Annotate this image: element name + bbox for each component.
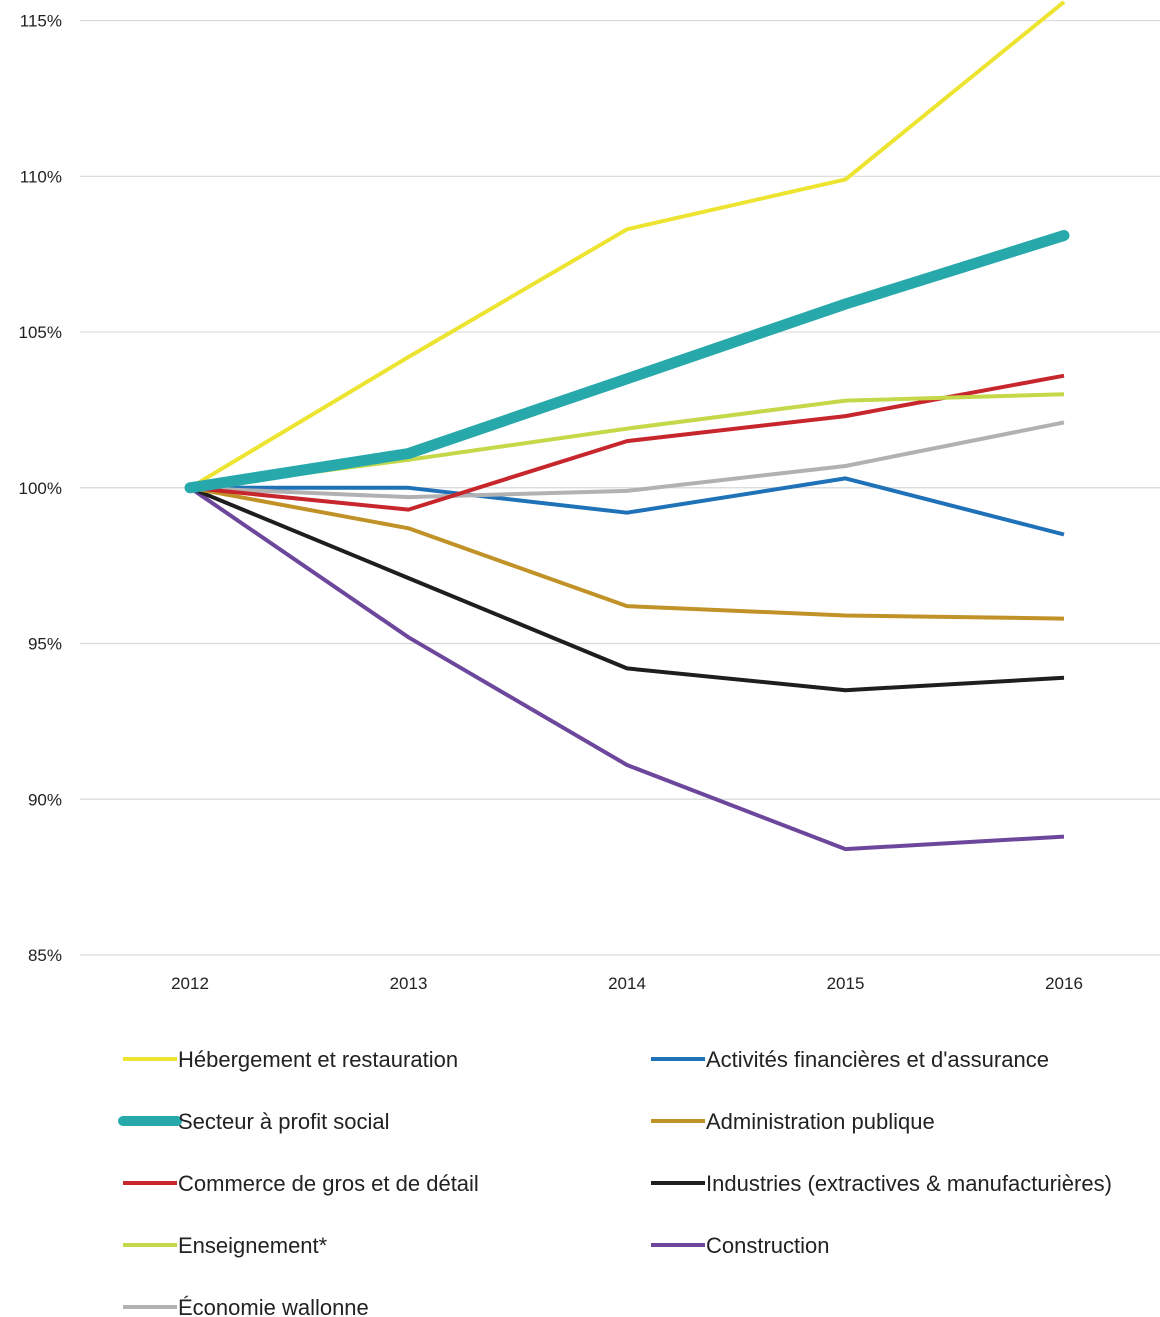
legend-label: Enseignement* [178,1233,328,1258]
x-tick-label: 2014 [608,974,646,993]
y-tick-label: 115% [20,12,62,31]
y-tick-label: 105% [19,323,62,342]
legend-item: Hébergement et restauration [123,1047,458,1072]
legend-label: Industries (extractives & manufacturière… [706,1171,1112,1196]
series-line [189,485,1065,693]
series-line [190,476,1065,537]
legend-label: Commerce de gros et de détail [178,1171,479,1196]
y-tick-label: 95% [28,635,62,654]
series-line [189,485,1065,621]
series-line [189,420,1065,500]
y-tick-label: 85% [28,946,62,965]
y-tick-label: 100% [19,479,62,498]
y-tick-label: 110% [20,167,62,186]
series-line [188,0,1066,490]
x-tick-label: 2013 [390,974,428,993]
legend-item: Commerce de gros et de détail [123,1171,479,1196]
x-tick-label: 2016 [1045,974,1083,993]
legend: Hébergement et restauration Activités fin… [118,1047,1112,1317]
series-line [188,486,1065,852]
legend-label: Secteur à profit social [178,1109,390,1134]
legend-item: Enseignement* [123,1233,328,1258]
legend-label: Activités financières et d'assurance [706,1047,1049,1072]
y-axis-ticks: 85% 90% 95% 100% 105% 110% 115% [19,12,62,965]
y-tick-label: 90% [28,790,62,809]
legend-label: Construction [706,1233,830,1258]
series-line [189,373,1065,512]
legend-item: Construction [651,1233,830,1258]
legend-item: Économie wallonne [123,1295,369,1317]
x-tick-label: 2012 [171,974,209,993]
legend-label: Économie wallonne [178,1295,369,1317]
legend-item: Administration publique [651,1109,935,1134]
legend-item: Activités financières et d'assurance [651,1047,1049,1072]
x-tick-label: 2015 [827,974,865,993]
legend-item: Secteur à profit social [118,1109,390,1134]
x-axis-ticks: 2012 2013 2014 2015 2016 [171,974,1083,993]
legend-label: Administration publique [706,1109,935,1134]
series-lines [184,0,1070,852]
legend-item: Industries (extractives & manufacturière… [651,1171,1112,1196]
series-line [184,230,1070,494]
legend-label: Hébergement et restauration [178,1047,458,1072]
